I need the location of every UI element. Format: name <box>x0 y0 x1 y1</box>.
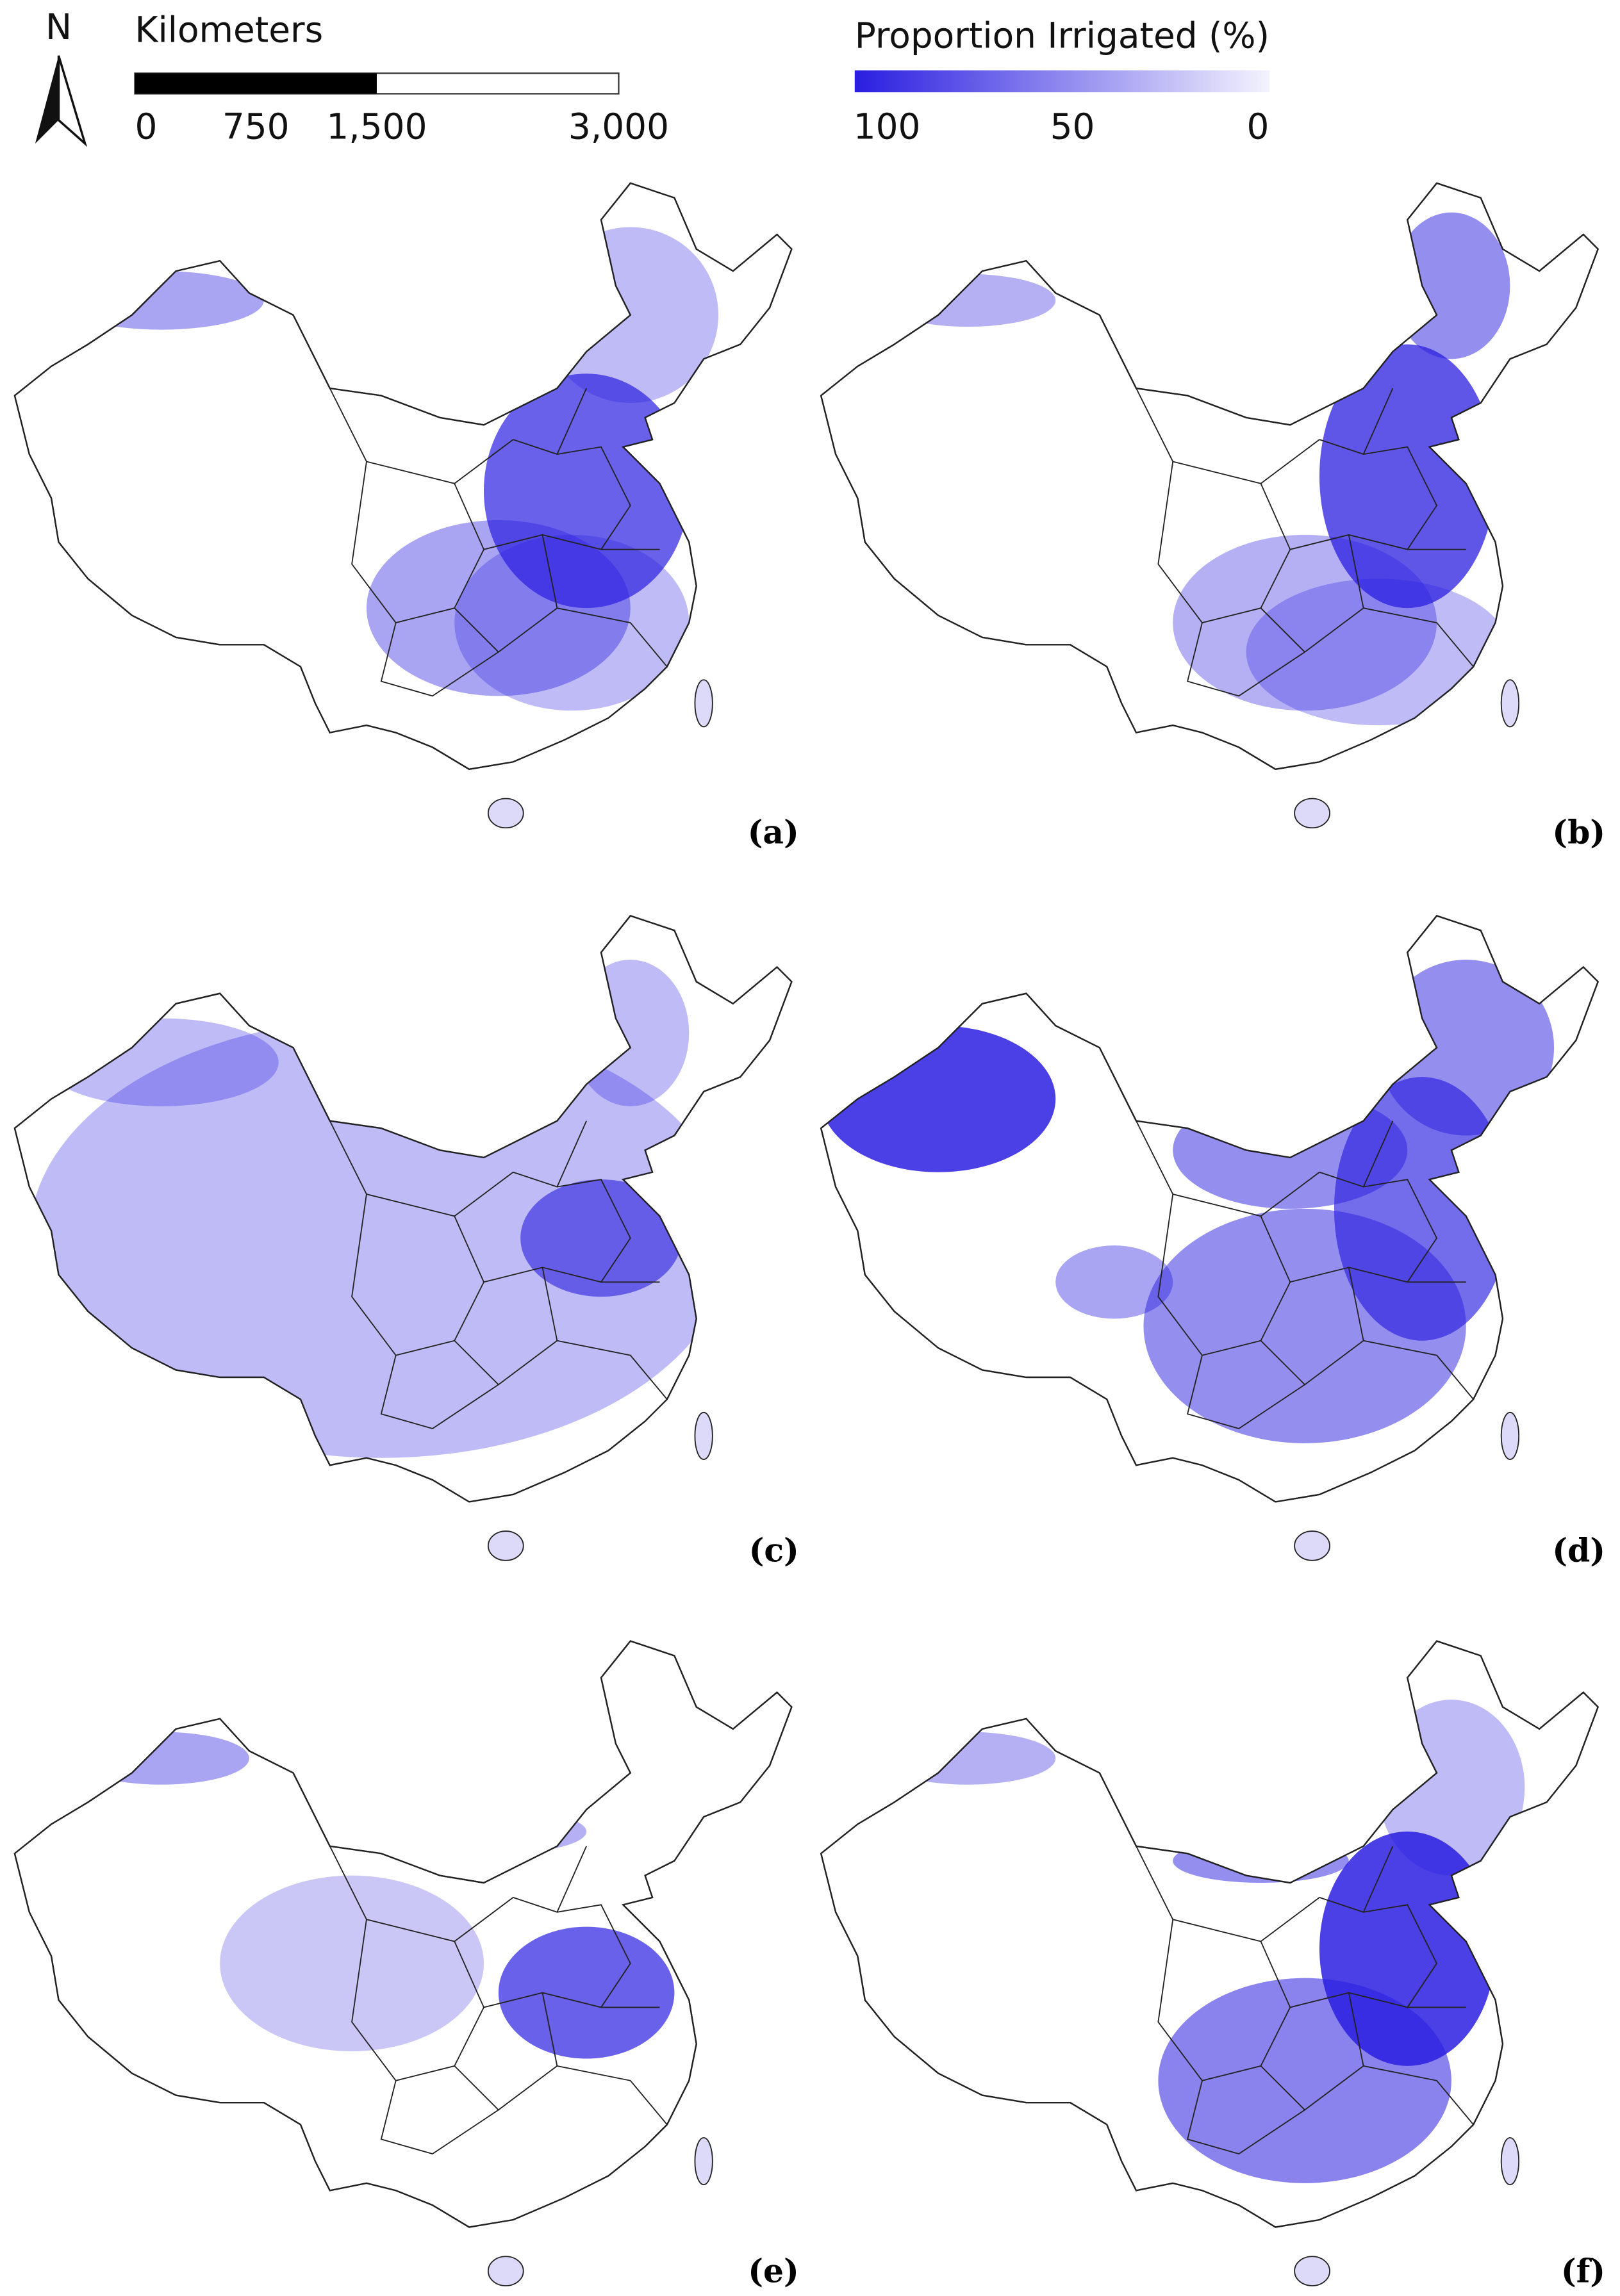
irrigated-area <box>1173 534 1437 711</box>
taiwan <box>1500 2137 1520 2186</box>
map-panel: (c) <box>13 915 799 1569</box>
north-arrow: N <box>35 6 88 147</box>
colorbar-gradient <box>854 70 1270 93</box>
scale-tick-label: 0 <box>135 106 157 147</box>
irrigated-area <box>1055 1245 1173 1319</box>
panel-label: (c) <box>749 1531 799 1569</box>
hainan <box>487 798 524 829</box>
map-panel: (b) <box>820 182 1605 851</box>
north-label: N <box>45 6 72 47</box>
province-borders <box>1136 388 1474 697</box>
irrigated-area <box>454 534 690 711</box>
panel-label: (d) <box>1552 1531 1605 1569</box>
irrigated-area <box>1319 344 1496 609</box>
taiwan <box>694 1411 713 1460</box>
irrigation-layer <box>58 227 719 711</box>
irrigation-layer <box>879 212 1510 726</box>
panel-label: (f) <box>1561 2252 1605 2290</box>
taiwan <box>1500 1411 1520 1460</box>
irrigated-area <box>366 520 631 696</box>
province-borders <box>329 1120 668 1429</box>
taiwan <box>694 2137 713 2186</box>
irrigated-area <box>73 1732 249 1785</box>
scale-tick-label: 750 <box>222 106 290 147</box>
hainan <box>1294 1530 1330 1561</box>
irrigated-area <box>1158 1978 1451 2183</box>
irrigated-area <box>879 1732 1056 1785</box>
colorbar-tick-label: 0 <box>1246 106 1269 147</box>
scale-title: Kilometers <box>135 9 323 50</box>
irrigated-area <box>520 1179 682 1297</box>
province-borders <box>329 388 668 697</box>
scale-bar-fill <box>135 73 377 94</box>
scale-tick-label: 1,500 <box>326 106 427 147</box>
hainan <box>1294 798 1330 829</box>
panel-label: (a) <box>748 814 799 851</box>
colorbar-title: Proportion Irrigated (%) <box>855 15 1269 56</box>
province-borders <box>1136 1846 1474 2155</box>
color-bar: Proportion Irrigated (%) 100 50 0 <box>854 15 1270 147</box>
irrigated-area <box>572 960 690 1106</box>
irrigated-area <box>1378 960 1555 1136</box>
irrigated-area <box>1143 1208 1466 1443</box>
irrigated-area <box>498 1926 675 2059</box>
scale-tick-label: 3,000 <box>568 106 669 147</box>
irrigated-area <box>1173 1839 1349 1883</box>
irrigated-area <box>1246 578 1510 726</box>
hainan <box>487 2256 524 2286</box>
irrigated-area <box>1378 1700 1525 1876</box>
arrow-left <box>35 55 59 144</box>
province-borders <box>329 1846 668 2155</box>
panels: (a) (b) (c) (d) (e) (f) <box>13 182 1605 2290</box>
province-borders <box>1136 1120 1474 1429</box>
map-panel: (a) <box>13 182 799 851</box>
hainan <box>1294 2256 1330 2286</box>
hainan <box>487 1530 524 1561</box>
taiwan <box>694 679 713 728</box>
map-panel: (d) <box>820 915 1605 1569</box>
irrigated-area <box>220 1875 484 2052</box>
irrigated-area <box>879 274 1056 327</box>
irrigated-area <box>58 271 264 330</box>
map-panel: (f) <box>820 1640 1605 2290</box>
irrigated-area <box>44 1018 279 1106</box>
taiwan <box>1500 679 1520 728</box>
map-panel: (e) <box>13 1640 799 2290</box>
panel-label: (b) <box>1552 814 1605 851</box>
irrigated-area <box>410 1809 587 1854</box>
irrigation-layer <box>29 960 733 1458</box>
colorbar-tick-label: 50 <box>1050 106 1095 147</box>
irrigated-area <box>29 1018 733 1458</box>
colorbar-tick-label: 100 <box>854 106 921 147</box>
scale-bar: Kilometers 0 750 1,500 3,000 <box>134 9 669 147</box>
arrow-right <box>57 55 88 147</box>
panel-label: (e) <box>748 2252 799 2290</box>
